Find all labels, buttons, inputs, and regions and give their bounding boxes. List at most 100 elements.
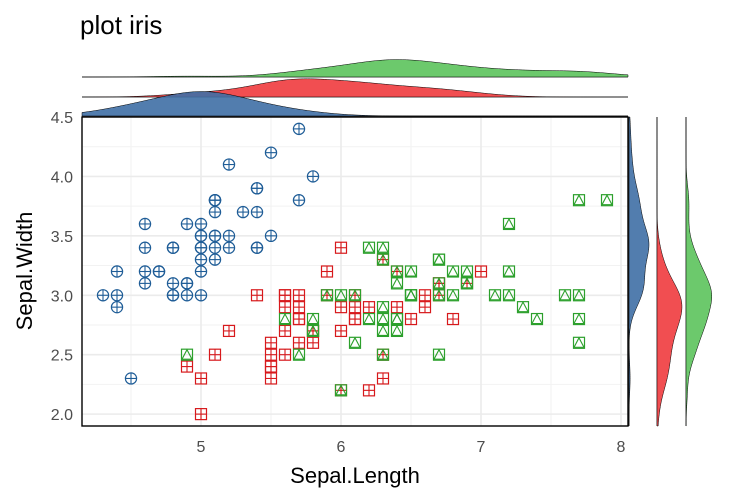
scatter-point: [460, 277, 474, 290]
right-density-series-1: [656, 117, 683, 427]
scatter-point: [320, 289, 334, 302]
scatter-point: [390, 277, 404, 290]
scatter-point: [306, 170, 320, 183]
x-tick-labels: 5 6 7 8: [197, 439, 626, 456]
scatter-point: [376, 324, 390, 338]
scatter-point: [166, 277, 180, 290]
scatter-point: [572, 289, 586, 302]
scatter-point: [194, 253, 208, 266]
y-tick-label: 3.5: [51, 229, 73, 246]
scatter-point: [138, 277, 152, 290]
scatter-point: [222, 158, 236, 171]
y-tick-label: 3.0: [51, 288, 73, 305]
scatter-point: [166, 289, 180, 302]
scatter-point: [292, 312, 306, 326]
scatter-point: [264, 336, 278, 349]
scatter-point: [376, 312, 390, 326]
scatter-point: [334, 324, 348, 338]
scatter-point: [320, 265, 334, 278]
right-marginal-densities: [628, 116, 713, 427]
panel-background: [82, 117, 628, 426]
scatter-point: [110, 289, 124, 302]
x-tick-label: 8: [617, 439, 626, 456]
scatter-point: [292, 301, 306, 314]
scatter-point: [138, 241, 152, 254]
scatter-point: [278, 301, 292, 314]
scatter-point: [278, 348, 292, 361]
scatter-point: [502, 265, 516, 278]
scatter-point: [292, 348, 306, 361]
scatter-point: [334, 289, 348, 302]
scatter-point: [488, 289, 502, 302]
chart-title: plot iris: [80, 10, 162, 40]
scatter-point: [390, 312, 404, 326]
scatter-point: [334, 241, 348, 254]
scatter-point: [194, 265, 208, 278]
x-tick-label: 5: [197, 439, 206, 456]
scatter-point: [572, 312, 586, 326]
scatter-point: [166, 241, 180, 254]
scatter-point: [138, 217, 152, 231]
y-tick-label: 4.0: [51, 169, 73, 186]
scatter-point: [152, 265, 166, 278]
scatter-point: [194, 217, 208, 231]
top-density-series-0: [81, 91, 628, 117]
scatter-point: [418, 301, 432, 314]
scatter-point: [264, 229, 278, 243]
scatter-point: [572, 194, 586, 207]
x-tick-label: 7: [477, 439, 486, 456]
scatter-point: [432, 277, 446, 290]
y-tick-label: 2.0: [51, 407, 73, 424]
scatter-point: [432, 348, 446, 361]
scatter-point: [362, 312, 376, 326]
scatter-point: [362, 384, 376, 397]
scatter-point: [446, 289, 460, 302]
scatter-point: [404, 265, 418, 278]
scatter-point: [390, 301, 404, 314]
scatter-point: [390, 265, 404, 278]
scatter-point: [348, 336, 362, 349]
scatter-point: [250, 241, 264, 254]
scatter-point: [306, 336, 320, 349]
y-axis-title: Sepal.Width: [12, 212, 37, 331]
scatter-point: [264, 146, 278, 159]
scatter-point: [208, 348, 222, 361]
scatter-point: [502, 289, 516, 302]
scatter-point: [236, 205, 250, 219]
scatter-point: [264, 372, 278, 385]
y-tick-label: 4.5: [51, 110, 73, 127]
scatter-point: [348, 289, 362, 302]
scatter-point: [222, 324, 236, 338]
scatter-point: [348, 301, 362, 314]
scatter-point: [460, 265, 474, 278]
scatter-point: [208, 253, 222, 266]
scatter-point: [446, 312, 460, 326]
scatter-point: [404, 289, 418, 302]
scatter-point: [502, 217, 516, 231]
x-axis-title: Sepal.Length: [290, 463, 420, 488]
top-marginal-densities: [81, 59, 629, 117]
scatter-point: [96, 289, 110, 302]
scatter-point: [278, 289, 292, 302]
scatter-point: [180, 217, 194, 231]
scatter-point: [600, 194, 614, 207]
scatter-point: [306, 324, 320, 338]
scatter-point: [194, 241, 208, 254]
scatter-point: [334, 301, 348, 314]
right-density-series-0: [628, 116, 650, 427]
scatter-point: [180, 360, 194, 373]
y-tick-label: 2.5: [51, 348, 73, 365]
scatter-point: [110, 300, 124, 314]
scatter-point: [348, 312, 362, 326]
scatter-point: [404, 312, 418, 326]
scatter-point: [180, 277, 194, 290]
scatter-point: [558, 289, 572, 302]
scatter-point: [110, 265, 124, 278]
scatter-point: [208, 229, 222, 243]
scatter-point: [446, 265, 460, 278]
right-density-series-2: [685, 117, 713, 427]
scatter-point: [376, 300, 390, 314]
scatter-point: [194, 408, 208, 421]
scatter-point: [264, 348, 278, 361]
